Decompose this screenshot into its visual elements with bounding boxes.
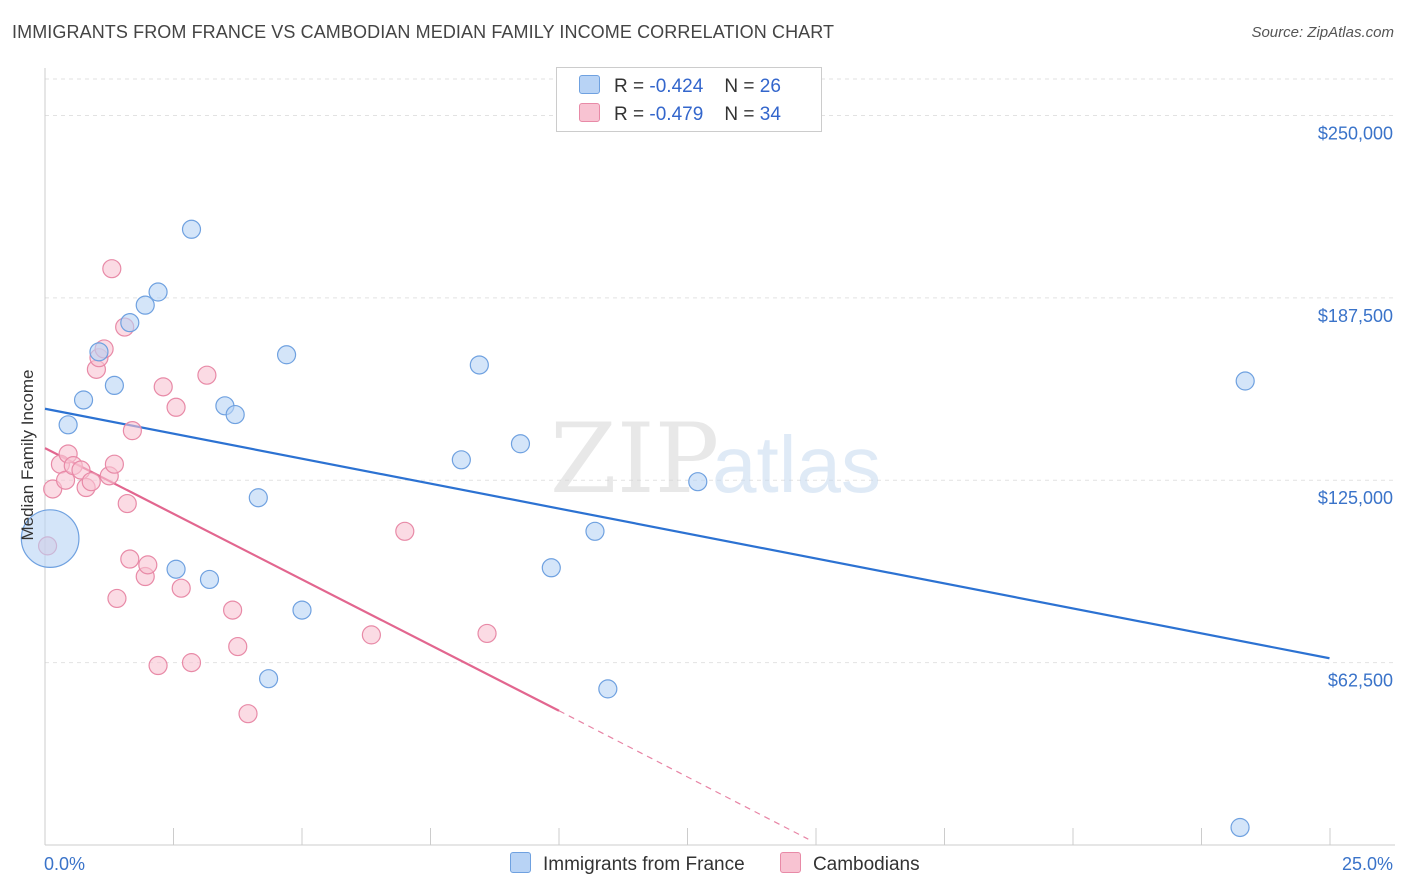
- data-point-cambodians: [117, 493, 137, 514]
- series-legend: Immigrants from France Cambodians: [510, 852, 950, 876]
- data-point-cambodians: [81, 472, 101, 492]
- watermark-zip: ZIP: [550, 403, 719, 515]
- data-point-france: [451, 450, 471, 470]
- data-point-cambodians: [361, 625, 381, 645]
- data-point-france: [199, 569, 220, 590]
- data-point-france: [89, 342, 109, 362]
- data-point-france: [258, 669, 279, 689]
- y-tick-label: $62,500: [1328, 671, 1393, 691]
- data-point-france: [104, 375, 124, 395]
- data-point-france: [688, 472, 708, 492]
- chart-title: IMMIGRANTS FROM FRANCE VS CAMBODIAN MEDI…: [12, 22, 835, 42]
- data-point-france: [510, 434, 531, 454]
- data-point-france: [541, 558, 561, 578]
- data-point-france: [58, 415, 78, 435]
- data-point-cambodians: [120, 549, 140, 569]
- trend-line-france: [44, 407, 1330, 660]
- data-point-france: [181, 219, 202, 239]
- y-tick-label: $187,500: [1318, 306, 1393, 326]
- data-point-france: [276, 345, 297, 365]
- data-point-cambodians: [395, 521, 415, 541]
- legend-swatch-pink: [579, 103, 600, 122]
- data-point-france: [225, 404, 245, 425]
- data-point-france: [1230, 817, 1250, 838]
- legend-item-france: Immigrants from France: [510, 852, 745, 876]
- legend-r-label: R =: [614, 76, 645, 97]
- legend-r-label: R =: [614, 104, 645, 125]
- correlation-legend: R = -0.424 N = 26 R = -0.479 N = 34: [556, 67, 822, 132]
- legend-r-value: -0.479: [649, 104, 704, 125]
- data-point-france: [248, 488, 268, 508]
- data-point-cambodians: [104, 454, 124, 474]
- y-axis-label: Median Family Income: [18, 369, 37, 541]
- data-point-france: [166, 559, 186, 579]
- data-point-france: [585, 521, 605, 541]
- data-point-cambodians: [166, 397, 186, 417]
- trend-line-cambodians: [44, 447, 560, 712]
- watermark-atlas: atlas: [712, 420, 881, 509]
- data-point-france: [469, 355, 489, 375]
- data-point-cambodians: [138, 555, 158, 575]
- data-point-france: [598, 679, 618, 699]
- data-point-france: [135, 295, 155, 315]
- data-point-cambodians: [477, 623, 497, 644]
- legend-n-value: 26: [759, 76, 781, 97]
- source-label: Source: ZipAtlas.com: [1251, 24, 1394, 41]
- legend-item-cambodians: Cambodians: [779, 852, 920, 876]
- data-point-france: [20, 509, 80, 568]
- data-point-cambodians: [122, 421, 142, 441]
- data-point-cambodians: [148, 655, 168, 676]
- legend-n-label: N =: [724, 104, 755, 125]
- legend-swatch-pink: [779, 852, 801, 873]
- legend-row-france: R = -0.424 N = 26: [579, 75, 781, 103]
- data-point-cambodians: [238, 704, 258, 724]
- data-point-cambodians: [223, 600, 243, 620]
- data-point-france: [148, 282, 168, 302]
- x-tick-label: 0.0%: [44, 854, 85, 874]
- data-point-france: [292, 600, 312, 620]
- legend-swatch-blue: [579, 75, 600, 94]
- legend-row-cambodian: R = -0.479 N = 34: [579, 103, 781, 131]
- data-point-cambodians: [197, 365, 217, 385]
- y-tick-label: $125,000: [1318, 488, 1393, 508]
- data-point-cambodians: [107, 588, 127, 609]
- data-point-france: [73, 390, 94, 410]
- trend-extension-cambodians: [558, 710, 809, 840]
- legend-r-value: -0.424: [649, 76, 704, 97]
- data-point-cambodians: [181, 653, 202, 673]
- data-point-cambodians: [153, 377, 173, 397]
- legend-label-france: Immigrants from France: [543, 854, 745, 875]
- data-point-france: [120, 313, 140, 333]
- data-point-cambodians: [171, 578, 191, 598]
- legend-n-value: 34: [759, 104, 781, 125]
- y-tick-label: $250,000: [1318, 123, 1393, 143]
- data-point-france: [1235, 371, 1255, 391]
- x-tick-label: 25.0%: [1342, 854, 1393, 874]
- legend-label-cambodians: Cambodians: [812, 854, 920, 875]
- data-point-cambodians: [102, 259, 122, 279]
- data-point-cambodians: [228, 636, 248, 657]
- legend-n-label: N =: [724, 76, 755, 97]
- legend-swatch-blue: [510, 852, 531, 873]
